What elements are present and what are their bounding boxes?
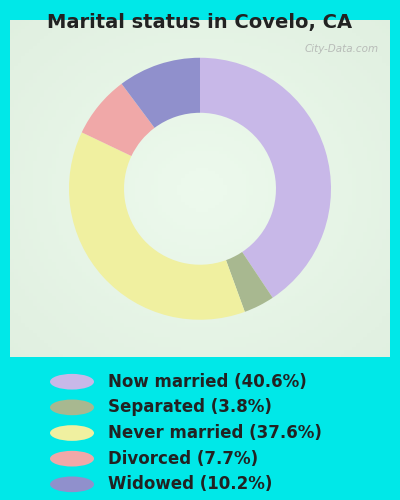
Text: Separated (3.8%): Separated (3.8%) [108, 398, 272, 416]
Wedge shape [69, 132, 245, 320]
Circle shape [50, 400, 94, 415]
Text: Divorced (7.7%): Divorced (7.7%) [108, 450, 258, 468]
Wedge shape [200, 58, 331, 298]
Wedge shape [226, 252, 273, 312]
Circle shape [50, 425, 94, 441]
Wedge shape [122, 58, 200, 128]
Text: Widowed (10.2%): Widowed (10.2%) [108, 476, 272, 494]
Circle shape [50, 451, 94, 466]
Text: Now married (40.6%): Now married (40.6%) [108, 372, 307, 390]
Text: Never married (37.6%): Never married (37.6%) [108, 424, 322, 442]
Text: City-Data.com: City-Data.com [304, 44, 378, 54]
Circle shape [50, 374, 94, 390]
Wedge shape [82, 84, 154, 156]
Circle shape [50, 476, 94, 492]
Text: Marital status in Covelo, CA: Marital status in Covelo, CA [48, 13, 352, 32]
